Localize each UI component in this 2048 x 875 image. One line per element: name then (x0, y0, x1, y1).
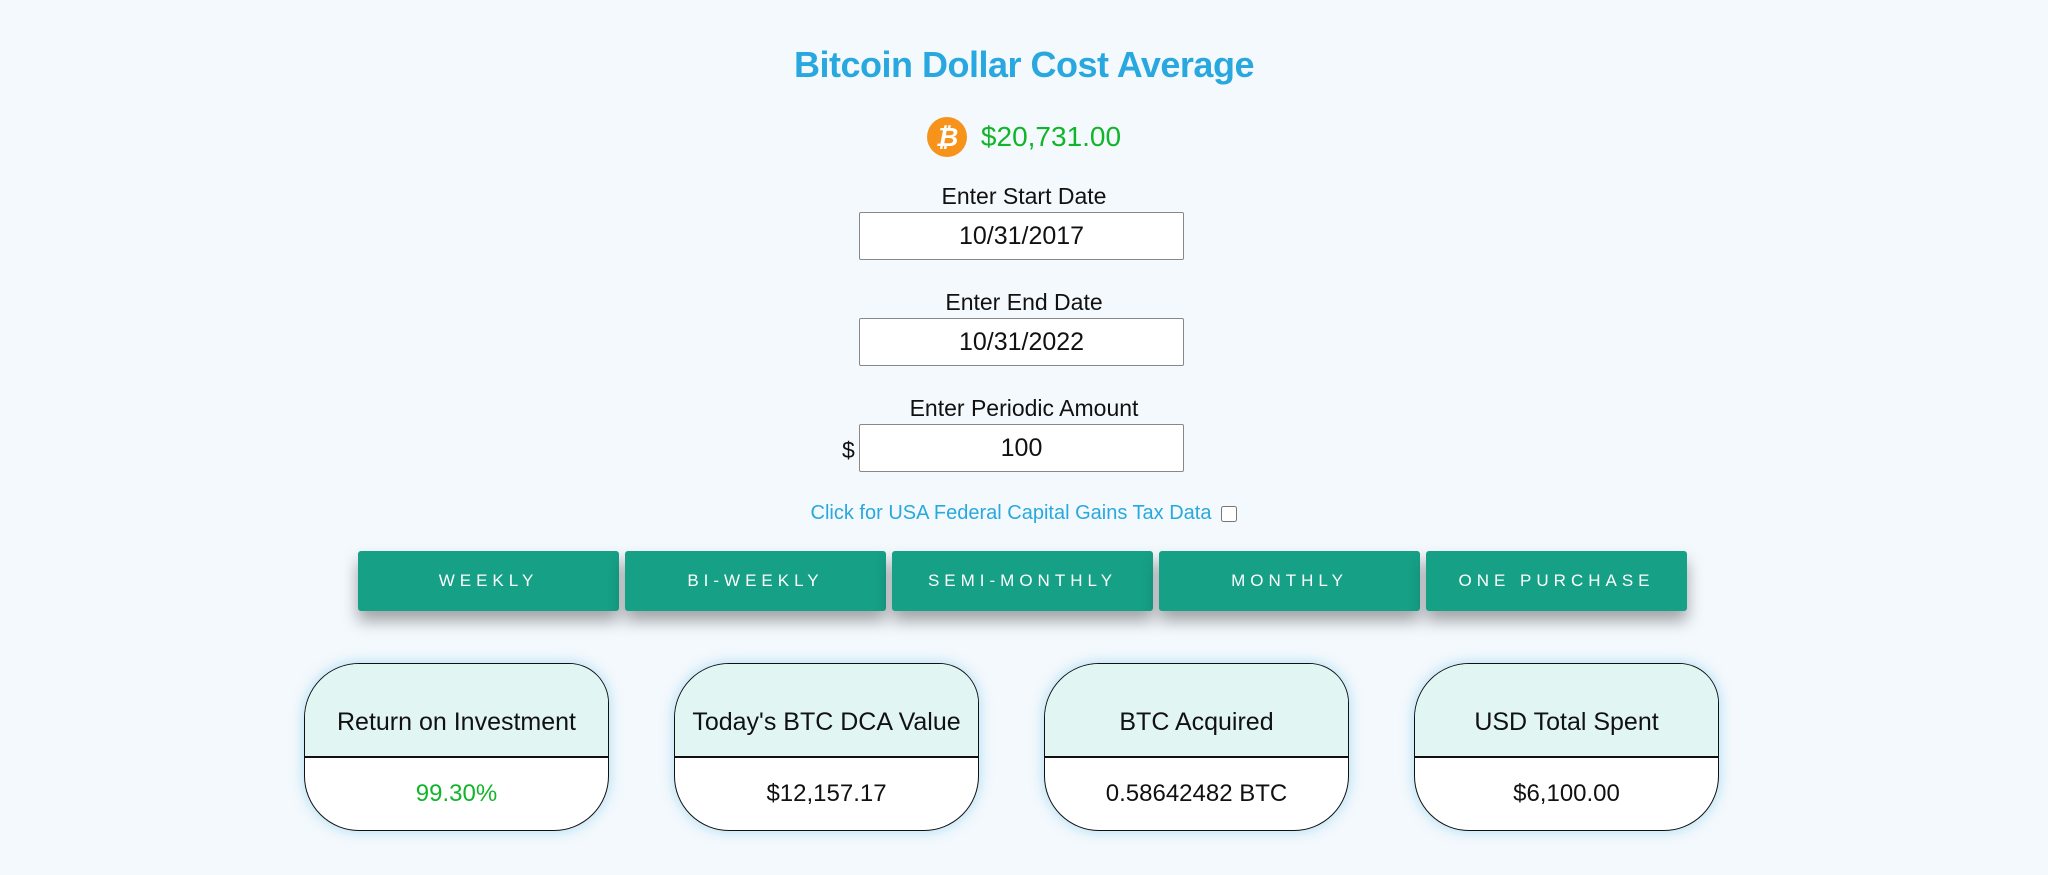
card-value: $12,157.17 (766, 780, 887, 807)
tax-label[interactable]: Click for USA Federal Capital Gains Tax … (810, 502, 1212, 524)
btc-price-row: ₿ $20,731.00 (0, 117, 2048, 157)
weekly-button[interactable]: WEEKLY (358, 551, 619, 611)
amount-label: Enter Periodic Amount (909, 395, 1139, 421)
bitcoin-icon: ₿ (926, 117, 967, 157)
btc-price: $20,731.00 (980, 121, 1122, 152)
amount-input[interactable] (859, 424, 1184, 472)
usd-spent-card: USD Total Spent $6,100.00 (1414, 663, 1719, 831)
dollar-prefix: $ (842, 437, 855, 463)
page-title: Bitcoin Dollar Cost Average (794, 44, 1254, 85)
card-title: Return on Investment (305, 664, 608, 758)
card-title: Today's BTC DCA Value (675, 664, 978, 758)
card-title: BTC Acquired (1045, 664, 1348, 758)
start-date-label: Enter Start Date (941, 183, 1107, 209)
end-date-input[interactable] (859, 318, 1184, 366)
bi-weekly-button[interactable]: BI-WEEKLY (625, 551, 886, 611)
btc-acquired-card: BTC Acquired 0.58642482 BTC (1044, 663, 1349, 831)
card-title: USD Total Spent (1415, 664, 1718, 758)
one-purchase-button[interactable]: ONE PURCHASE (1426, 551, 1687, 611)
monthly-button[interactable]: MONTHLY (1159, 551, 1420, 611)
card-value: 0.58642482 BTC (1105, 780, 1288, 807)
dca-value-card: Today's BTC DCA Value $12,157.17 (674, 663, 979, 831)
roi-card: Return on Investment 99.30% (304, 663, 609, 831)
semi-monthly-button[interactable]: SEMI-MONTHLY (892, 551, 1153, 611)
tax-checkbox[interactable] (1221, 505, 1238, 522)
end-date-label: Enter End Date (945, 289, 1103, 315)
card-value: 99.30% (415, 780, 498, 807)
card-value: $6,100.00 (1513, 780, 1620, 807)
tax-toggle: Click for USA Federal Capital Gains Tax … (0, 502, 2048, 525)
start-date-input[interactable] (859, 212, 1184, 260)
